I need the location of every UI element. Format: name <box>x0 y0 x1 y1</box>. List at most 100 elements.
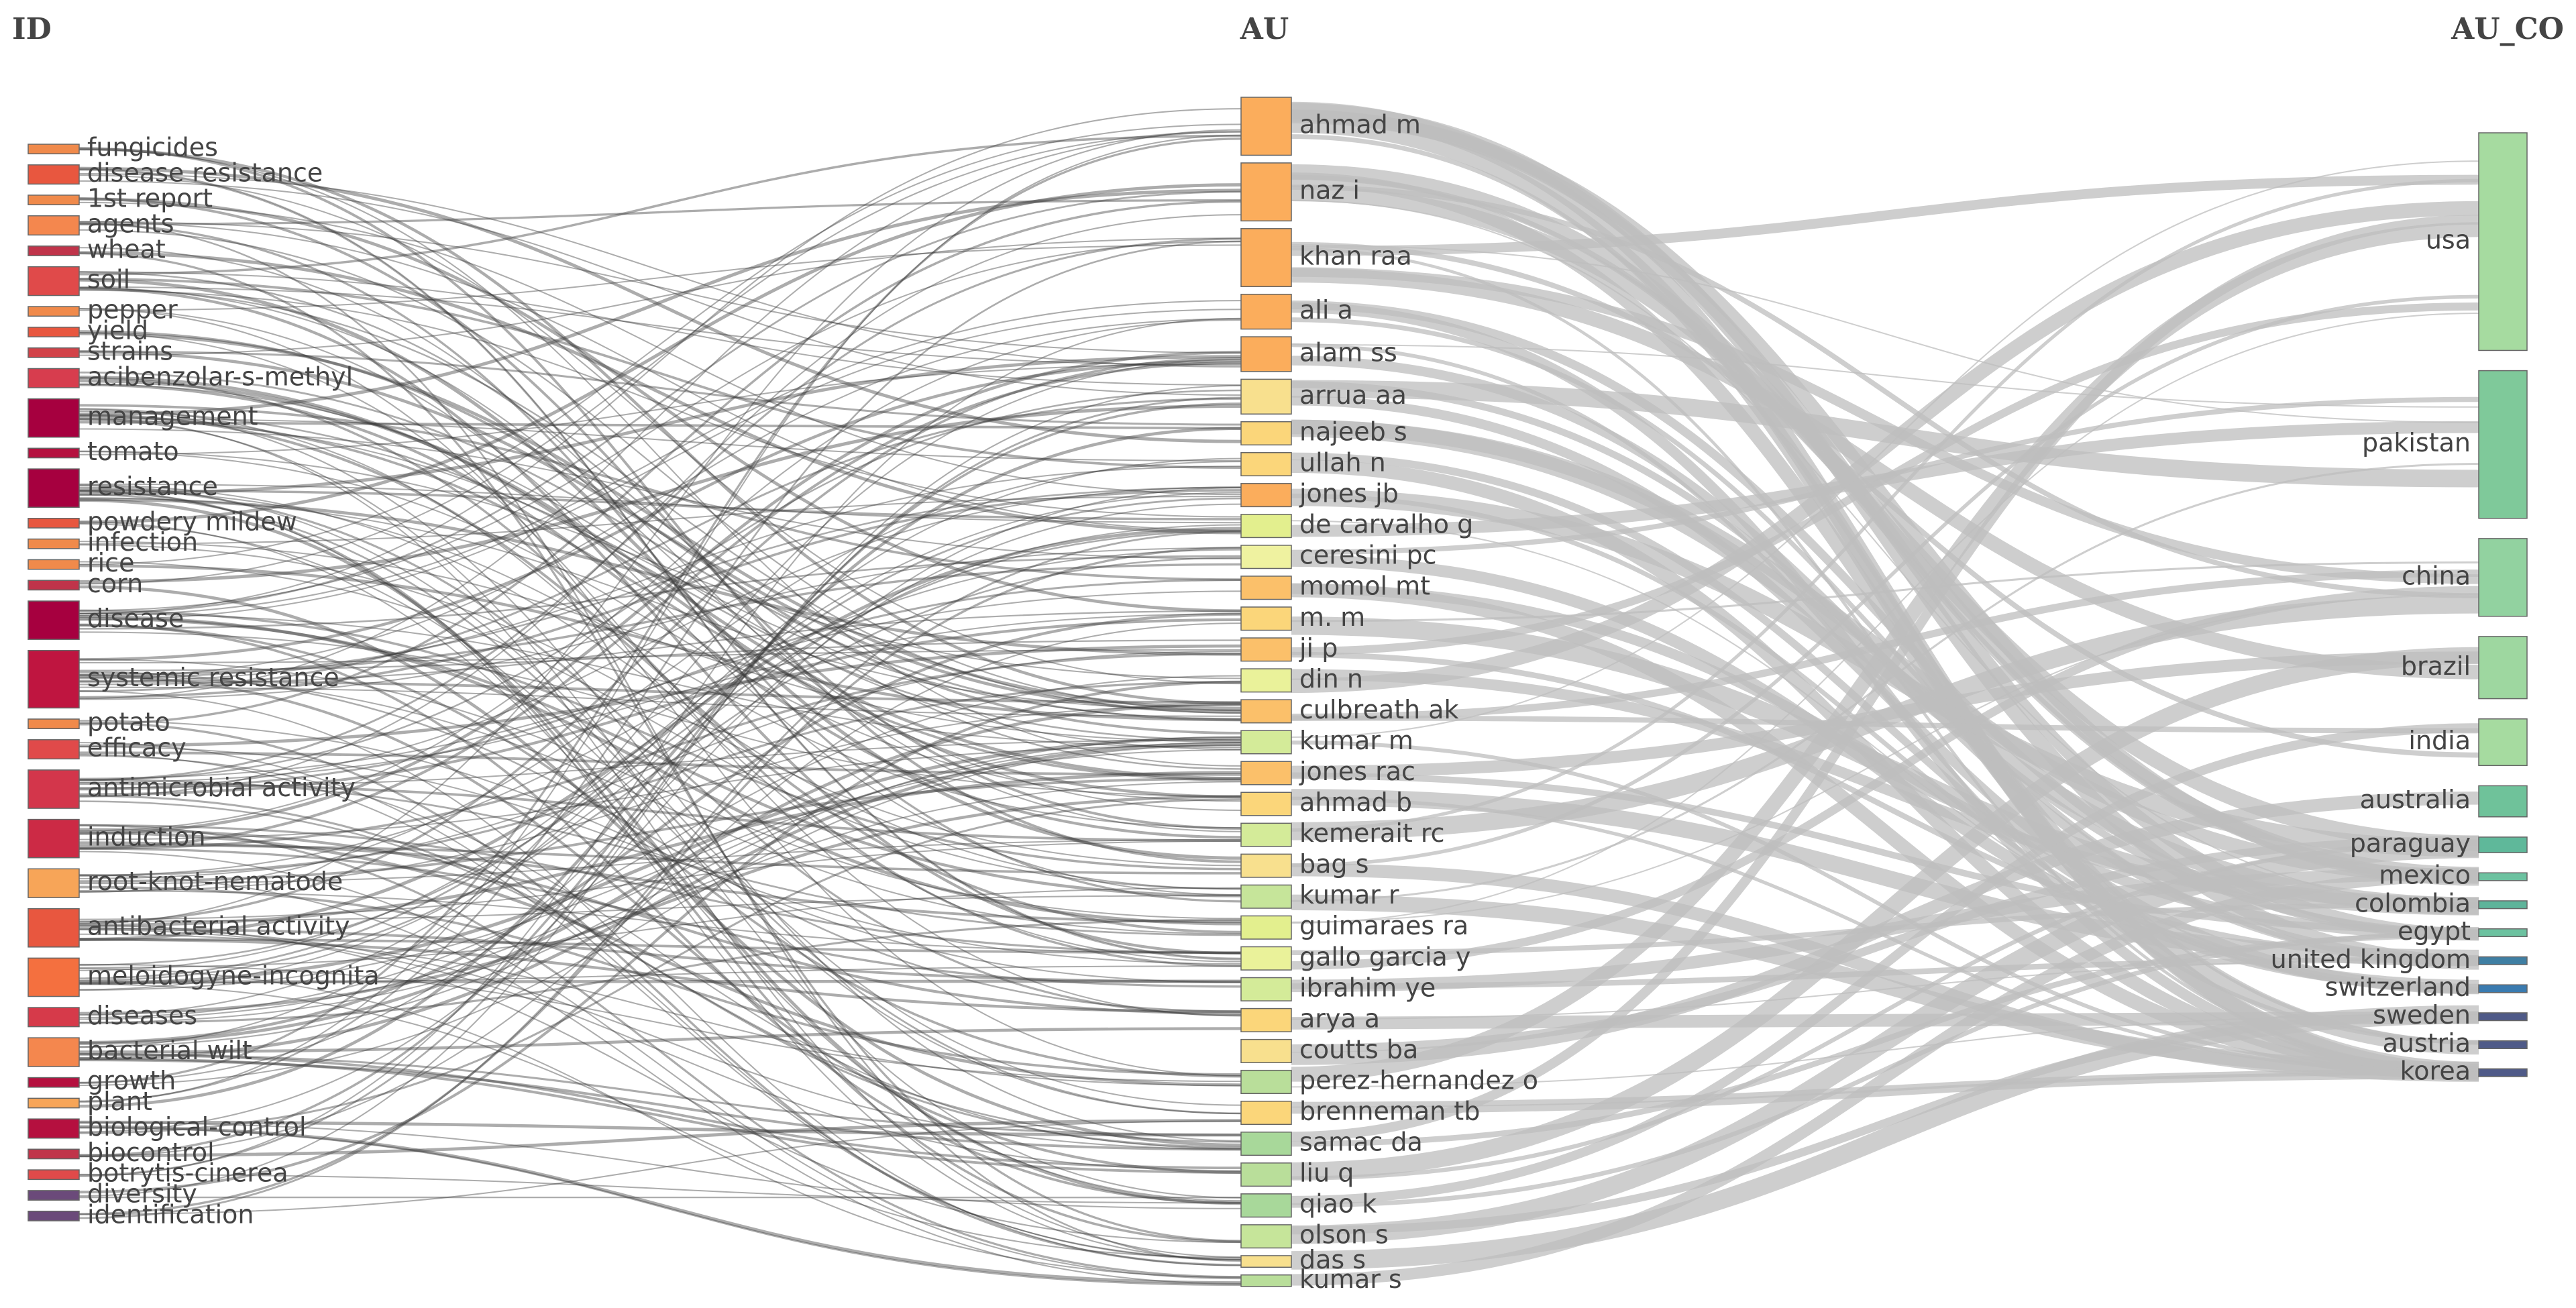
node-momol-mt[interactable] <box>1240 576 1292 600</box>
node-management[interactable] <box>28 398 80 438</box>
node-powdery-mildew[interactable] <box>28 518 80 529</box>
node-rice[interactable] <box>28 559 80 570</box>
node-culbreath-ak[interactable] <box>1240 699 1292 724</box>
link <box>78 494 1242 1115</box>
node-biological-control[interactable] <box>28 1118 80 1139</box>
node-gallo-garcia-y[interactable] <box>1240 946 1292 971</box>
node-soil[interactable] <box>28 266 80 296</box>
node-label-perez-hernandez-o: perez-hernandez o <box>1299 1065 1538 1095</box>
node-antimicrobial-activity[interactable] <box>28 769 80 809</box>
node-naz-i[interactable] <box>1240 162 1292 222</box>
node-united-kingdom[interactable] <box>2478 956 2528 965</box>
node-brenneman-tb[interactable] <box>1240 1100 1292 1126</box>
node-china[interactable] <box>2478 538 2528 617</box>
node-diversity[interactable] <box>28 1190 80 1201</box>
node-kemerait-rc[interactable] <box>1240 822 1292 847</box>
node-din-n[interactable] <box>1240 668 1292 693</box>
node-plant[interactable] <box>28 1097 80 1109</box>
node-austria[interactable] <box>2478 1040 2528 1050</box>
node-qiao-k[interactable] <box>1240 1193 1292 1218</box>
node-growth[interactable] <box>28 1077 80 1088</box>
node-brazil[interactable] <box>2478 636 2528 700</box>
node-botrytis-cinerea[interactable] <box>28 1169 80 1181</box>
node-australia[interactable] <box>2478 785 2528 818</box>
node-colombia[interactable] <box>2478 900 2528 910</box>
node-corn[interactable] <box>28 580 80 591</box>
node-ahmad-b[interactable] <box>1240 792 1292 816</box>
node-diseases[interactable] <box>28 1007 80 1028</box>
node-root-knot-nematode[interactable] <box>28 868 80 898</box>
node-mexico[interactable] <box>2478 872 2528 881</box>
link <box>78 379 1242 780</box>
link <box>78 781 1242 1024</box>
node-arrua-aa[interactable] <box>1240 378 1292 415</box>
link <box>78 174 1242 685</box>
node-khan-raa[interactable] <box>1240 228 1292 287</box>
node-guimaraes-ra[interactable] <box>1240 915 1292 940</box>
node-pakistan[interactable] <box>2478 370 2528 519</box>
node-kumar-s[interactable] <box>1240 1274 1292 1287</box>
node-systemic-resistance[interactable] <box>28 649 80 709</box>
node-liu-q[interactable] <box>1240 1162 1292 1187</box>
node-bag-s[interactable] <box>1240 853 1292 878</box>
node-disease[interactable] <box>28 600 80 640</box>
node-label-liu-q: liu q <box>1299 1158 1354 1188</box>
node-de-carvalho-g[interactable] <box>1240 514 1292 539</box>
node-resistance[interactable] <box>28 468 80 508</box>
node-ullah-n[interactable] <box>1240 452 1292 477</box>
link <box>78 123 1242 565</box>
node-biocontrol[interactable] <box>28 1148 80 1160</box>
node-m-m[interactable] <box>1240 606 1292 631</box>
node-tomato[interactable] <box>28 447 80 459</box>
node-samac-da[interactable] <box>1240 1132 1292 1156</box>
node-kumar-m[interactable] <box>1240 730 1292 755</box>
link <box>1291 894 2479 1078</box>
node-bacterial-wilt[interactable] <box>28 1037 80 1067</box>
link <box>78 721 1242 1266</box>
link <box>78 679 1242 704</box>
node-efficacy[interactable] <box>28 739 80 760</box>
node-india[interactable] <box>2478 718 2528 767</box>
node-alam-ss[interactable] <box>1240 336 1292 372</box>
node-ceresini-pc[interactable] <box>1240 545 1292 569</box>
node-meloidogyne-incognita[interactable] <box>28 957 80 997</box>
node-jones-jb[interactable] <box>1240 483 1292 508</box>
node-kumar-r[interactable] <box>1240 884 1292 909</box>
node-agents[interactable] <box>28 215 80 236</box>
node-egypt[interactable] <box>2478 928 2528 938</box>
link <box>78 418 1242 461</box>
node-pepper[interactable] <box>28 306 80 317</box>
node-ji-p[interactable] <box>1240 637 1292 662</box>
link <box>78 1052 1242 1170</box>
node-fungicides[interactable] <box>28 144 80 155</box>
node-switzerland[interactable] <box>2478 984 2528 993</box>
node-strains[interactable] <box>28 347 80 358</box>
node-olson-s[interactable] <box>1240 1224 1292 1249</box>
node-jones-rac[interactable] <box>1240 761 1292 785</box>
node-antibacterial-activity[interactable] <box>28 908 80 948</box>
node-ibrahim-ye[interactable] <box>1240 977 1292 1001</box>
node-usa[interactable] <box>2478 132 2528 351</box>
node-infection[interactable] <box>28 538 80 549</box>
link <box>1291 561 2479 622</box>
node-induction[interactable] <box>28 818 80 859</box>
node-1st-report[interactable] <box>28 195 80 205</box>
node-wheat[interactable] <box>28 246 80 256</box>
node-ahmad-m[interactable] <box>1240 97 1292 156</box>
node-disease-resistance[interactable] <box>28 164 80 185</box>
node-korea[interactable] <box>2478 1068 2528 1077</box>
node-acibenzolar-s-methyl[interactable] <box>28 368 80 388</box>
link <box>78 415 1242 781</box>
node-yield[interactable] <box>28 327 80 337</box>
node-identification[interactable] <box>28 1210 80 1221</box>
node-perez-hernandez-o[interactable] <box>1240 1069 1292 1095</box>
node-sweden[interactable] <box>2478 1012 2528 1022</box>
node-paraguay[interactable] <box>2478 836 2528 853</box>
node-arya-a[interactable] <box>1240 1007 1292 1032</box>
node-najeeb-s[interactable] <box>1240 421 1292 446</box>
node-das-s[interactable] <box>1240 1255 1292 1268</box>
node-ali-a[interactable] <box>1240 293 1292 330</box>
link <box>78 148 1242 705</box>
node-coutts-ba[interactable] <box>1240 1038 1292 1063</box>
node-potato[interactable] <box>28 718 80 730</box>
